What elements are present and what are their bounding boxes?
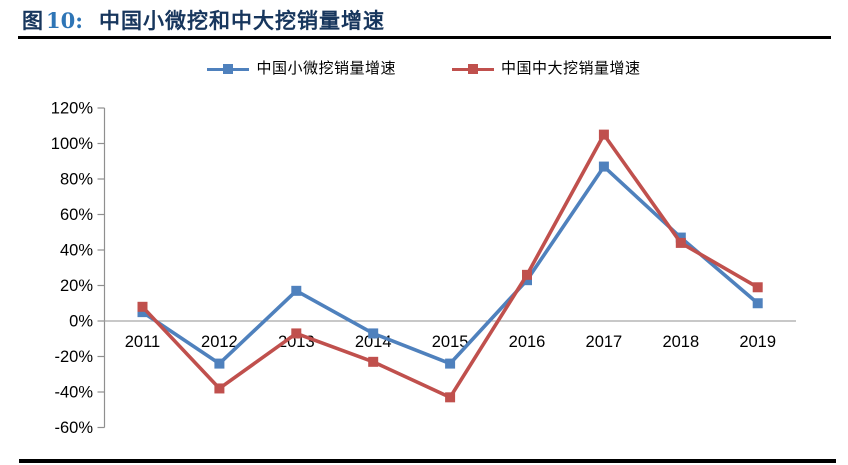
y-tick-label: 60% (60, 206, 93, 224)
x-category-label: 2012 (201, 333, 238, 351)
page-footer-rule (19, 459, 836, 463)
figure-char: 图 (22, 8, 44, 33)
series-2-marker (291, 328, 302, 339)
series-1-marker (752, 298, 763, 309)
series-2-marker (368, 356, 379, 367)
x-category-label: 2016 (509, 333, 546, 351)
legend-label: 中国中大挖销量增速 (501, 60, 641, 77)
y-tick-label: 20% (60, 277, 93, 295)
series-2-marker (675, 237, 686, 248)
figure-number: 10: (46, 8, 83, 33)
x-category-label: 2019 (739, 333, 776, 351)
x-category-label: 2018 (662, 333, 699, 351)
y-tick-label: 40% (60, 242, 93, 260)
series-1-marker (522, 275, 532, 286)
series-2-marker (598, 129, 609, 140)
legend-label: 中国小微挖销量增速 (256, 60, 396, 77)
y-tick-label: 120% (51, 100, 94, 118)
y-tick-label: -40% (54, 384, 93, 402)
series-1-marker (137, 307, 148, 318)
series-1-marker (675, 232, 686, 243)
chart-legend: 中国小微挖销量增速 中国中大挖销量增速 (0, 61, 848, 77)
series-line-2 (140, 132, 760, 400)
series-1-marker (291, 285, 302, 296)
x-category-label: 2017 (586, 333, 623, 351)
y-tick-label: -20% (54, 348, 93, 366)
series-1-marker (214, 358, 225, 369)
series-1-marker (368, 328, 379, 339)
series-2-marker (445, 392, 456, 403)
series-2-marker (752, 282, 763, 293)
legend-swatch-red (452, 64, 494, 74)
x-category-label: 2011 (125, 333, 160, 351)
figure-number-label: 图10: (22, 8, 83, 33)
series-2-marker (522, 269, 532, 280)
legend-swatch-blue (207, 64, 250, 74)
legend-item-small-micro-excavator: 中国小微挖销量增速 (207, 61, 396, 77)
y-tick-label: 0% (69, 313, 93, 331)
title-divider (18, 36, 831, 39)
figure-header: 图10: 中国小微挖和中大挖销量增速 (22, 5, 385, 35)
y-tick-label: -60% (54, 419, 93, 437)
series-2-marker (137, 301, 148, 312)
series-1-marker (445, 358, 456, 369)
series-1-marker (598, 161, 609, 172)
figure-title: 中国小微挖和中大挖销量增速 (98, 8, 385, 33)
x-category-label: 2015 (432, 333, 469, 351)
legend-item-mid-large-excavator: 中国中大挖销量增速 (452, 61, 641, 77)
y-tick-label: 80% (60, 171, 93, 189)
y-tick-label: 100% (51, 135, 94, 153)
series-2-marker (214, 383, 225, 394)
